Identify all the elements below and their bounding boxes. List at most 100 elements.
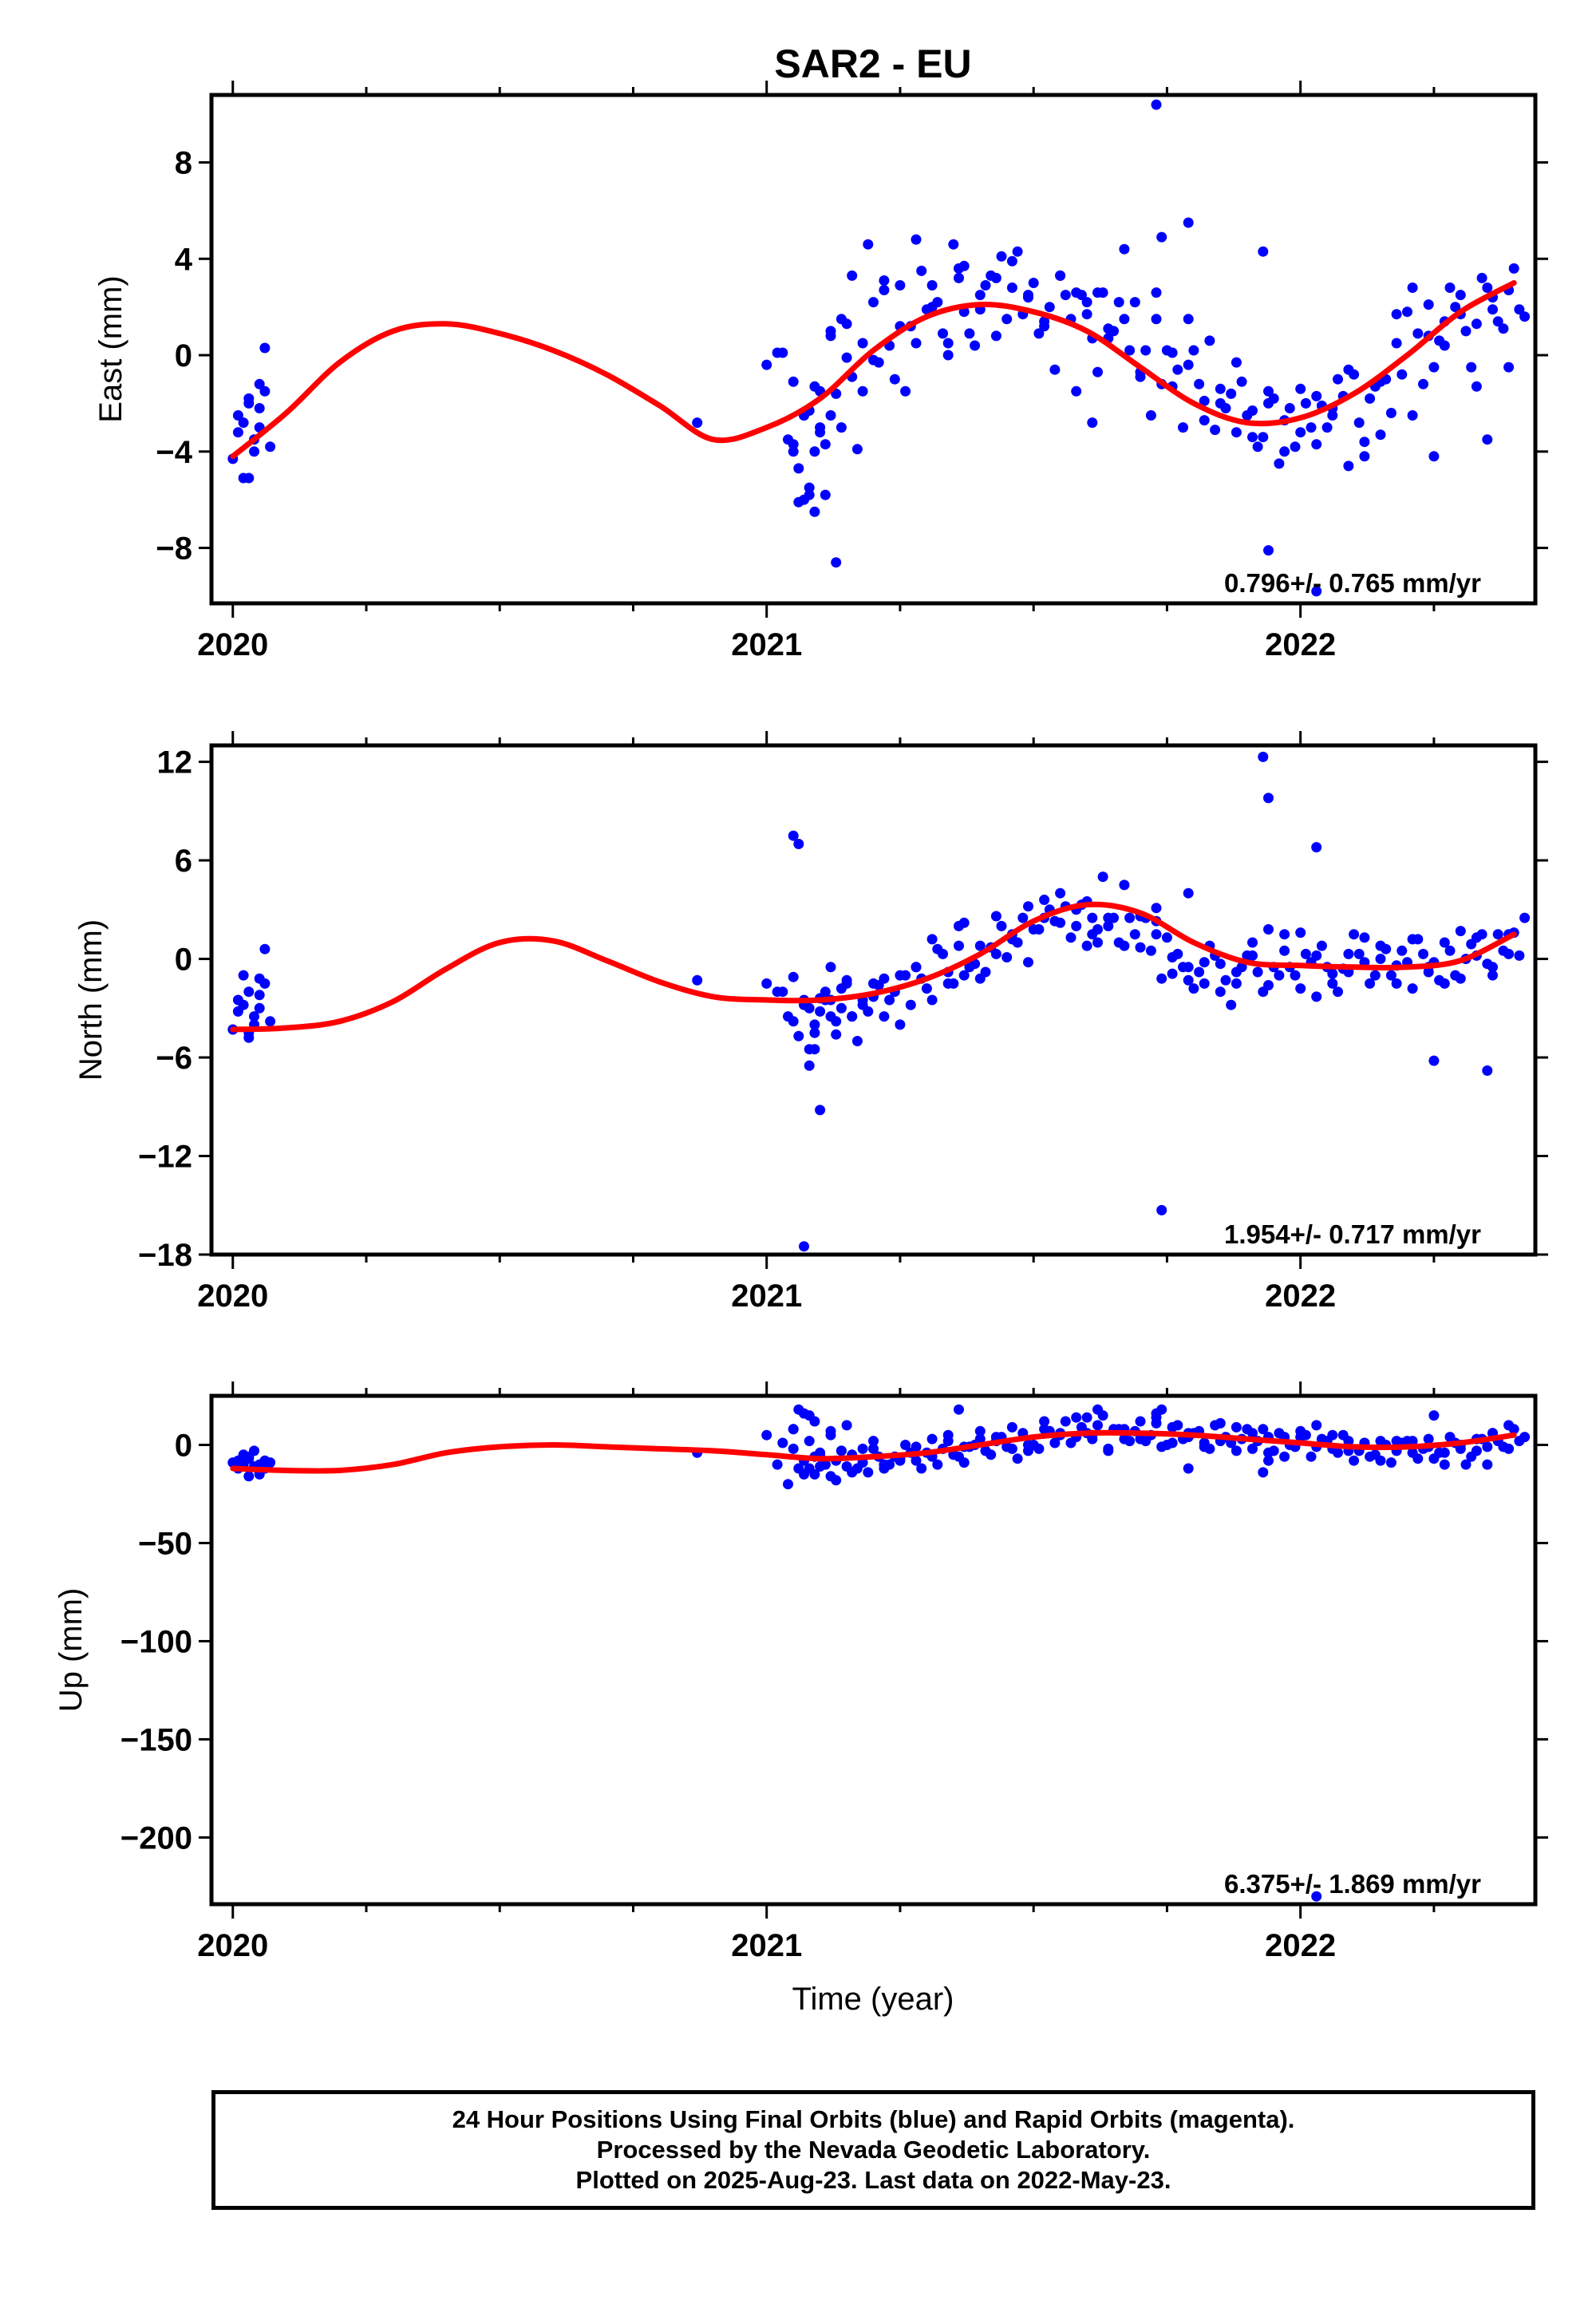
north-data-point bbox=[1194, 966, 1205, 978]
north-data-point bbox=[948, 978, 959, 989]
east-data-point bbox=[863, 239, 874, 250]
up-data-point bbox=[954, 1404, 964, 1415]
up-data-point bbox=[1204, 1443, 1215, 1454]
north-data-point bbox=[1471, 932, 1482, 943]
east-data-point bbox=[916, 265, 927, 276]
up-data-point bbox=[1306, 1451, 1317, 1462]
north-data-point bbox=[1092, 937, 1103, 948]
up-data-point bbox=[1183, 1463, 1194, 1474]
north-data-point bbox=[238, 970, 249, 981]
east-data-point bbox=[895, 280, 906, 290]
north-data-point bbox=[1156, 973, 1167, 984]
east-data-point bbox=[980, 280, 991, 290]
east-data-point bbox=[809, 381, 820, 392]
north-data-point bbox=[873, 980, 884, 990]
east-data-point bbox=[1044, 302, 1055, 313]
east-data-point bbox=[857, 385, 868, 397]
east-data-point bbox=[788, 439, 799, 450]
up-data-point bbox=[1482, 1441, 1493, 1452]
north-data-point bbox=[895, 970, 906, 981]
up-data-point bbox=[1471, 1445, 1482, 1456]
north-data-point bbox=[1333, 986, 1343, 998]
north-data-point bbox=[1108, 912, 1119, 923]
east-data-point bbox=[1081, 297, 1092, 308]
north-data-point bbox=[254, 1002, 265, 1014]
east-data-point bbox=[1263, 385, 1274, 397]
up-data-point bbox=[1300, 1429, 1311, 1441]
east-data-point bbox=[1471, 381, 1482, 392]
up-data-point bbox=[958, 1457, 970, 1468]
north-data-point bbox=[831, 1016, 842, 1027]
north-data-point bbox=[1455, 926, 1466, 937]
north-data-point bbox=[841, 978, 852, 989]
east-data-point bbox=[1498, 323, 1509, 334]
east-data-point bbox=[1482, 434, 1493, 445]
north-data-point bbox=[1145, 945, 1156, 956]
north-data-point bbox=[1353, 948, 1365, 959]
up-points bbox=[227, 1404, 1531, 1902]
up-data-point bbox=[1439, 1447, 1450, 1458]
east-data-point bbox=[1006, 255, 1017, 267]
north-data-point bbox=[1199, 957, 1210, 968]
east-data-point bbox=[788, 376, 799, 387]
north-data-point bbox=[1199, 978, 1210, 989]
east-data-point bbox=[1231, 357, 1242, 368]
east-data-point bbox=[900, 385, 911, 397]
east-data-point bbox=[1151, 99, 1162, 110]
east-data-point bbox=[1385, 408, 1396, 418]
east-data-point bbox=[1407, 283, 1418, 293]
north-data-point bbox=[1012, 937, 1023, 948]
north-data-point bbox=[905, 999, 916, 1010]
east-data-point bbox=[1503, 362, 1515, 373]
north-data-point bbox=[1167, 968, 1178, 979]
up-data-point bbox=[815, 1461, 826, 1472]
east-data-point bbox=[1183, 314, 1194, 325]
north-data-point bbox=[692, 974, 703, 986]
north-data-point bbox=[1001, 952, 1013, 962]
north-data-point bbox=[1220, 974, 1231, 986]
east-data-point bbox=[804, 489, 815, 500]
north-data-point bbox=[1081, 940, 1092, 951]
east-data-point bbox=[1274, 458, 1285, 469]
up-data-point bbox=[259, 1455, 271, 1466]
north-data-point bbox=[1258, 986, 1269, 998]
north-data-point bbox=[954, 940, 964, 951]
north-fit-curve bbox=[230, 901, 1517, 1033]
north-data-point bbox=[1231, 978, 1242, 989]
up-data-point bbox=[1428, 1453, 1440, 1464]
north-data-point bbox=[990, 911, 1001, 922]
east-data-point bbox=[1365, 393, 1376, 404]
north-data-point bbox=[1514, 950, 1525, 961]
up-data-point bbox=[1092, 1420, 1103, 1431]
up-data-point bbox=[932, 1459, 943, 1470]
north-data-point bbox=[1071, 920, 1082, 931]
east-fit-curve bbox=[230, 280, 1517, 460]
up-xtick-label: 2022 bbox=[1265, 1928, 1336, 1963]
up-data-point bbox=[1135, 1416, 1146, 1427]
east-data-point bbox=[1295, 427, 1306, 438]
east-data-point bbox=[831, 388, 842, 399]
east-data-point bbox=[1012, 246, 1023, 257]
up-data-point bbox=[1231, 1445, 1242, 1456]
north-data-point bbox=[793, 839, 804, 849]
east-data-point bbox=[958, 260, 970, 271]
east-data-point bbox=[1210, 425, 1221, 436]
north-data-point bbox=[911, 962, 922, 973]
east-data-point bbox=[1087, 417, 1098, 429]
east-data-point bbox=[254, 378, 265, 389]
north-data-point bbox=[777, 986, 788, 998]
up-data-point bbox=[1311, 1420, 1322, 1431]
up-data-point bbox=[1215, 1417, 1226, 1429]
east-data-point bbox=[926, 302, 938, 313]
north-data-point bbox=[1129, 929, 1140, 940]
up-data-point bbox=[761, 1429, 772, 1441]
north-data-point bbox=[1097, 871, 1108, 883]
north-data-point bbox=[980, 966, 991, 978]
north-data-point bbox=[1482, 1065, 1493, 1076]
east-data-point bbox=[1033, 328, 1045, 339]
east-panel: 8 4 0 −4 −8 2020 2021 2022 East (mm) 0.796+/- 0.7… bbox=[93, 81, 1548, 662]
east-data-point bbox=[1156, 231, 1167, 243]
east-data-point bbox=[1092, 287, 1103, 298]
east-data-point bbox=[1236, 376, 1247, 387]
north-data-point bbox=[836, 1002, 847, 1014]
